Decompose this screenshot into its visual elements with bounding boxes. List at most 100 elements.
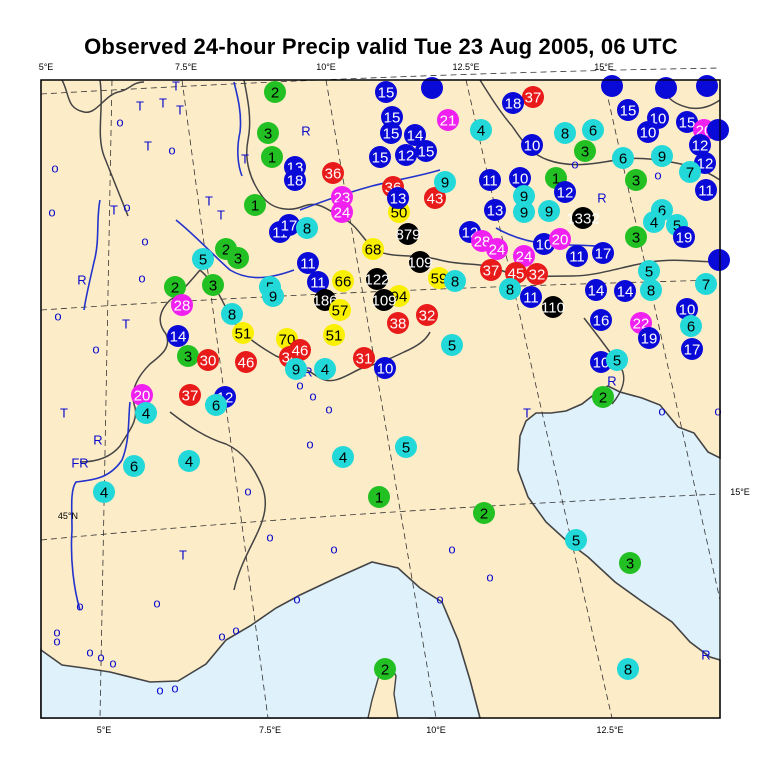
- station-value: 9: [545, 204, 553, 221]
- station-value: 14: [588, 283, 605, 300]
- station-value: 3: [184, 349, 192, 366]
- precip-station: 1: [368, 486, 390, 508]
- station-dot: [479, 169, 501, 191]
- station-value: 879: [395, 227, 420, 244]
- station-dot: [554, 181, 576, 203]
- station-dot: [332, 270, 354, 292]
- ligurian-sea: [40, 561, 482, 719]
- station-value: 3: [264, 126, 272, 143]
- precip-station: 31: [353, 347, 375, 369]
- station-value: 6: [589, 123, 597, 140]
- station-dot: [93, 481, 115, 503]
- station-dot: [637, 121, 659, 143]
- station-glyph: o: [53, 625, 60, 640]
- station-dot: [592, 242, 614, 264]
- station-value: 5: [448, 338, 456, 355]
- station-dot: [421, 77, 443, 99]
- station-value: 12: [557, 185, 574, 202]
- precip-station: 5: [395, 436, 417, 458]
- precip-station: 8: [221, 303, 243, 325]
- precip-station: 9: [513, 201, 535, 223]
- station-value: 3: [632, 173, 640, 190]
- station-dot: [395, 436, 417, 458]
- station-dot: [424, 187, 446, 209]
- station-glyph: T: [205, 194, 213, 209]
- precip-station: 4: [643, 211, 665, 233]
- station-dot: [486, 238, 508, 260]
- precip-station: 15: [676, 111, 698, 133]
- station-dot: [601, 75, 623, 97]
- precip-station: 17: [681, 338, 703, 360]
- station-dot: [484, 199, 506, 221]
- station-value: 1332: [566, 211, 599, 228]
- station-dot: [625, 226, 647, 248]
- precip-station: 9: [538, 200, 560, 222]
- station-glyph: o: [306, 437, 313, 452]
- station-value: 24: [334, 205, 351, 222]
- precip-station: 9: [513, 185, 535, 207]
- station-dot: [362, 238, 384, 260]
- station-glyph: o: [309, 389, 316, 404]
- station-value: 8: [228, 307, 236, 324]
- precip-station: 2: [473, 502, 495, 524]
- station-glyph: T: [172, 79, 180, 94]
- station-glyph: T: [159, 96, 167, 111]
- precip-station: 7: [695, 273, 717, 295]
- station-dot: [179, 384, 201, 406]
- station-value: 6: [212, 398, 220, 415]
- precip-station: 9: [651, 145, 673, 167]
- station-value: 5: [572, 533, 580, 550]
- station-value: 7: [686, 165, 694, 182]
- station-value: 4: [185, 454, 193, 471]
- precip-station: 57: [329, 299, 351, 321]
- station-value: 6: [130, 459, 138, 476]
- station-value: 66: [335, 274, 352, 291]
- station-value: 15: [418, 144, 435, 161]
- station-dot: [366, 268, 388, 290]
- precip-station: 36: [322, 162, 344, 184]
- station-glyph: T: [122, 317, 130, 332]
- station-dot: [590, 351, 612, 373]
- station-dot: [409, 251, 431, 273]
- map-frame: [40, 79, 721, 719]
- station-dot: [638, 327, 660, 349]
- station-glyph: o: [123, 200, 130, 215]
- station-dot: [323, 324, 345, 346]
- station-value: 36: [325, 166, 342, 183]
- axis-label-top: 15°E: [594, 62, 614, 72]
- station-value: 10: [377, 361, 394, 378]
- precip-station: 15: [415, 140, 437, 162]
- station-value: 9: [520, 205, 528, 222]
- station-value: 10: [679, 302, 696, 319]
- precip-station: 14: [167, 325, 189, 347]
- precip-station: 5: [606, 349, 628, 371]
- station-value: 9: [520, 189, 528, 206]
- station-value: 5: [673, 218, 681, 235]
- station-dot: [244, 194, 266, 216]
- precip-station: [655, 77, 677, 99]
- station-dot: [522, 86, 544, 108]
- station-glyph: o: [436, 592, 443, 607]
- precip-station: 1: [261, 146, 283, 168]
- station-dot: [285, 358, 307, 380]
- station-dot: [205, 394, 227, 416]
- station-dot: [651, 145, 673, 167]
- precip-station: 11: [520, 286, 542, 308]
- precip-station: 24: [331, 201, 353, 223]
- precip-station: 66: [332, 270, 354, 292]
- station-dot: [135, 402, 157, 424]
- station-dot: [473, 502, 495, 524]
- station-value: 59: [431, 271, 448, 288]
- station-dot: [416, 304, 438, 326]
- station-value: 4: [650, 215, 658, 232]
- precip-station: 16: [590, 309, 612, 331]
- station-glyph: T: [144, 139, 152, 154]
- precip-station: 1: [244, 194, 266, 216]
- precip-station: 12: [554, 181, 576, 203]
- station-value: 12: [697, 156, 714, 173]
- station-dot: [538, 200, 560, 222]
- precip-station: 14: [614, 280, 636, 302]
- station-dot: [262, 285, 284, 307]
